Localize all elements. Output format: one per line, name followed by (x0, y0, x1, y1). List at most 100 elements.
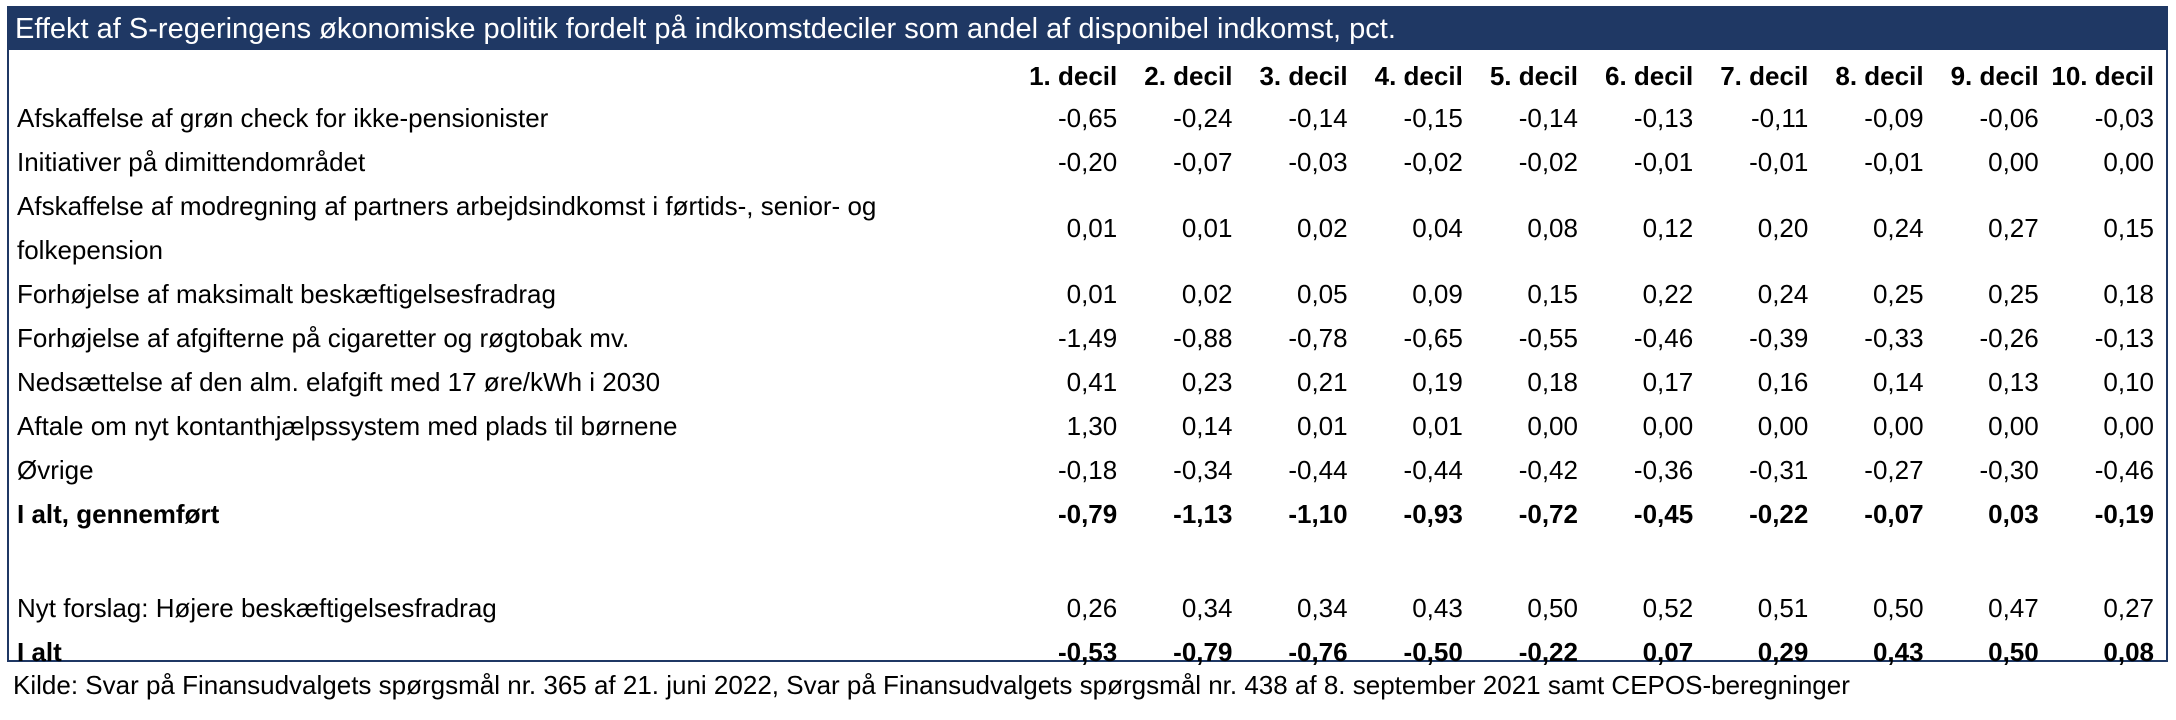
cell-value: -0,09 (1864, 102, 1924, 133)
cell-value: -0,46 (1633, 322, 1694, 353)
cell-value: -0,24 (1173, 102, 1233, 133)
row-label: Nyt forslag: Højere beskæftigelsesfradra… (17, 592, 497, 623)
cell-value: -0,33 (1864, 322, 1924, 353)
cell-value: -0,19 (2094, 498, 2154, 529)
cell-value: -0,39 (1749, 322, 1809, 353)
column-header: 7. decil (1720, 60, 1809, 91)
row-label: Aftale om nyt kontanthjælpssystem med pl… (17, 410, 678, 441)
cell-value: -0,42 (1518, 454, 1578, 485)
column-header: 4. decil (1374, 60, 1463, 91)
cell-value: 0,47 (1988, 592, 2039, 623)
cell-value: -0,01 (1864, 146, 1924, 177)
cell-value: 0,03 (1988, 498, 2039, 529)
cell-value: -0,27 (1864, 454, 1924, 485)
cell-value: -0,22 (1518, 636, 1578, 667)
cell-value: -0,50 (1403, 636, 1463, 667)
cell-value: 0,00 (1642, 410, 1694, 441)
cell-value: -0,55 (1518, 322, 1578, 353)
cell-value: -0,22 (1749, 498, 1809, 529)
cell-value: -1,49 (1057, 322, 1118, 353)
table-title: Effekt af S-regeringens økonomiske polit… (9, 8, 2166, 50)
cell-value: -1,10 (1288, 498, 1348, 529)
total-row: I alt, gennemført -0,79 -1,13 -1,10 -0,9… (9, 492, 2166, 536)
cell-value: 0,41 (1066, 366, 1118, 397)
cell-value: 0,08 (1527, 212, 1578, 243)
cell-value: -0,78 (1288, 322, 1348, 353)
cell-value: -0,44 (1288, 454, 1348, 485)
cell-value: -0,02 (1518, 146, 1578, 177)
cell-value: -0,31 (1749, 454, 1809, 485)
cell-value: 0,01 (1412, 410, 1463, 441)
row-label: Afskaffelse af modregning af partners ar… (17, 191, 877, 265)
cell-value: 0,27 (2103, 592, 2154, 623)
cell-value: 0,23 (1181, 366, 1233, 397)
cell-value: 0,19 (1412, 366, 1463, 397)
cell-value: 0,17 (1642, 366, 1694, 397)
cell-value: -1,13 (1173, 498, 1233, 529)
cell-value: 0,00 (1988, 146, 2039, 177)
cell-value: 0,00 (2103, 410, 2154, 441)
cell-value: 0,01 (1066, 278, 1118, 309)
cell-value: 0,51 (1757, 592, 1809, 623)
cell-value: 0,05 (1297, 278, 1348, 309)
cell-value: 0,01 (1297, 410, 1348, 441)
row-label: Forhøjelse af afgifterne på cigaretter o… (17, 322, 630, 353)
cell-value: 0,18 (1527, 366, 1578, 397)
cell-value: 0,08 (2103, 636, 2154, 667)
column-header: 6. decil (1605, 60, 1694, 91)
row-label: Forhøjelse af maksimalt beskæftigelsesfr… (17, 278, 556, 309)
decile-table: 1. decil 2. decil 3. decil 4. decil 5. d… (9, 56, 2166, 674)
cell-value: 0,02 (1181, 278, 1233, 309)
cell-value: 0,15 (2103, 212, 2154, 243)
cell-value: -0,79 (1173, 636, 1233, 667)
cell-value: -0,13 (2094, 322, 2154, 353)
source-note: Kilde: Svar på Finansudvalgets spørgsmål… (13, 670, 1850, 700)
cell-value: 0,15 (1527, 278, 1578, 309)
table-row: Afskaffelse af modregning af partners ar… (9, 184, 2166, 272)
cell-value: 0,18 (2103, 278, 2154, 309)
cell-value: -0,36 (1633, 454, 1694, 485)
cell-value: 0,04 (1412, 212, 1463, 243)
cell-value: 0,01 (1066, 212, 1118, 243)
cell-value: 1,30 (1066, 410, 1118, 441)
cell-value: 0,24 (1757, 278, 1809, 309)
cell-value: 0,20 (1757, 212, 1809, 243)
row-label: Initiativer på dimittendområdet (17, 146, 366, 177)
cell-value: 0,29 (1757, 636, 1809, 667)
cell-value: 0,00 (1757, 410, 1809, 441)
row-label: Øvrige (17, 454, 94, 485)
table-frame: Effekt af S-regeringens økonomiske polit… (7, 6, 2168, 667)
table-row: Afskaffelse af grøn check for ikke-pensi… (9, 96, 2166, 140)
cell-value: -0,03 (1288, 146, 1348, 177)
cell-value: 0,02 (1297, 212, 1348, 243)
cell-value: 0,22 (1642, 278, 1694, 309)
cell-value: -0,45 (1633, 498, 1694, 529)
cell-value: 0,16 (1757, 366, 1809, 397)
cell-value: -0,26 (1979, 322, 2039, 353)
cell-value: 0,43 (1872, 636, 1924, 667)
cell-value: 0,52 (1642, 592, 1694, 623)
cell-value: 0,14 (1872, 366, 1924, 397)
cell-value: 0,50 (1527, 592, 1578, 623)
table-row: Forhøjelse af afgifterne på cigaretter o… (9, 316, 2166, 360)
cell-value: -0,72 (1518, 498, 1578, 529)
cell-value: 0,00 (2103, 146, 2154, 177)
cell-value: 0,26 (1066, 592, 1118, 623)
cell-value: -0,44 (1403, 454, 1463, 485)
table-row: Nedsættelse af den alm. elafgift med 17 … (9, 360, 2166, 404)
header-row: 1. decil 2. decil 3. decil 4. decil 5. d… (9, 56, 2166, 96)
cell-value: 0,12 (1642, 212, 1694, 243)
cell-value: 0,34 (1181, 592, 1233, 623)
table-row: Aftale om nyt kontanthjælpssystem med pl… (9, 404, 2166, 448)
cell-value: 0,09 (1412, 278, 1463, 309)
row-label: I alt, gennemført (17, 498, 220, 529)
cell-value: -0,15 (1403, 102, 1463, 133)
cell-value: 0,24 (1872, 212, 1924, 243)
column-header: 9. decil (1950, 60, 2039, 91)
cell-value: 0,43 (1412, 592, 1463, 623)
cell-value: 0,21 (1297, 366, 1348, 397)
cell-value: 0,25 (1988, 278, 2039, 309)
cell-value: -0,03 (2094, 102, 2154, 133)
row-label: Afskaffelse af grøn check for ikke-pensi… (17, 102, 549, 133)
cell-value: 0,14 (1181, 410, 1233, 441)
